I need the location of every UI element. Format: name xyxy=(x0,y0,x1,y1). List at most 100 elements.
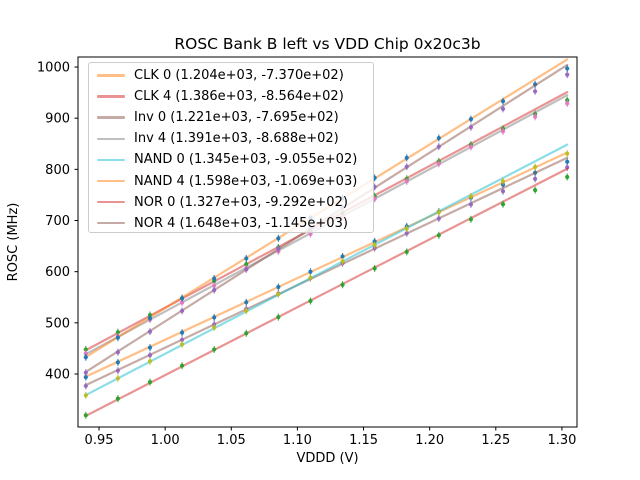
data-point xyxy=(179,330,185,335)
data-point xyxy=(404,231,409,236)
data-point xyxy=(212,325,217,330)
x-tick-label: 1.30 xyxy=(547,433,576,448)
legend-line-swatch xyxy=(97,137,125,141)
data-point xyxy=(436,135,441,141)
data-point xyxy=(212,347,217,352)
data-point xyxy=(533,89,538,94)
x-tick-label: 1.20 xyxy=(415,433,444,448)
legend-item-clk-0: CLK 0 (1.204e+03, -7.370e+02) xyxy=(89,65,373,86)
legend-item-nor-0: NOR 0 (1.327e+03, -9.292e+02) xyxy=(89,192,373,213)
fit-line-nand-0 xyxy=(84,143,569,397)
fit-line-inv-0 xyxy=(84,156,569,387)
data-point xyxy=(212,276,217,281)
data-point xyxy=(179,308,185,314)
data-point xyxy=(115,376,120,381)
data-point xyxy=(115,368,120,373)
data-point xyxy=(500,179,506,184)
legend-line-swatch xyxy=(97,74,125,77)
data-point xyxy=(276,315,281,320)
x-tick-label: 1.10 xyxy=(283,433,312,448)
data-point xyxy=(115,360,120,365)
data-point xyxy=(276,246,281,251)
data-point xyxy=(533,164,538,170)
data-point xyxy=(179,296,185,301)
data-point xyxy=(565,72,570,77)
data-point xyxy=(212,283,217,288)
data-point xyxy=(212,315,217,320)
data-point xyxy=(565,151,570,156)
legend-label: NOR 4 (1.648e+03, -1.145e+03) xyxy=(134,215,348,231)
x-tick-label: 0.95 xyxy=(85,433,114,448)
data-point xyxy=(500,99,506,104)
data-point xyxy=(276,292,281,297)
legend-label: NAND 0 (1.345e+03, -9.055e+02) xyxy=(134,152,358,168)
axes-layer: 0.95 1.00 1.05 1.10 1.15 1.20 1.25 1.30 400 500 60… xyxy=(37,56,578,448)
y-axis-label: ROSC (MHz) xyxy=(6,203,21,282)
legend-label: CLK 4 (1.386e+03, -8.564e+02) xyxy=(134,89,344,105)
data-point xyxy=(179,337,185,342)
data-point xyxy=(436,210,441,215)
data-point xyxy=(83,393,88,398)
data-point xyxy=(179,363,185,368)
data-point xyxy=(404,179,409,184)
data-point xyxy=(244,267,249,272)
fit-line-clk-0 xyxy=(84,151,569,378)
data-point xyxy=(436,161,441,166)
y-tick-label: 400 xyxy=(45,367,70,382)
data-point xyxy=(115,330,120,335)
x-axis-label: VDDD (V) xyxy=(296,451,358,466)
data-point xyxy=(147,345,153,350)
data-point xyxy=(244,308,249,313)
legend-label: NOR 0 (1.327e+03, -9.292e+02) xyxy=(134,194,348,210)
y-tick-label: 1000 xyxy=(37,61,70,76)
data-point xyxy=(468,144,474,150)
data-point xyxy=(468,116,474,122)
data-point xyxy=(533,187,538,193)
y-tick-label: 500 xyxy=(45,316,70,331)
data-point xyxy=(340,254,345,259)
data-point xyxy=(244,262,249,267)
data-point xyxy=(212,288,217,293)
data-point xyxy=(83,347,88,352)
data-point xyxy=(500,106,506,111)
data-point xyxy=(565,66,570,71)
data-point xyxy=(404,155,409,160)
data-point xyxy=(308,298,313,304)
data-point xyxy=(436,144,441,149)
data-point xyxy=(404,164,409,169)
data-point xyxy=(468,217,474,222)
legend-item-inv-4: Inv 4 (1.391e+03, -8.688e+02) xyxy=(89,128,373,149)
legend-label: Inv 0 (1.221e+03, -7.695e+02) xyxy=(134,110,339,126)
legend-item-clk-4: CLK 4 (1.386e+03, -8.564e+02) xyxy=(89,86,373,107)
data-point xyxy=(340,259,345,264)
data-point xyxy=(533,176,538,182)
data-point xyxy=(83,413,88,418)
data-point xyxy=(83,383,88,389)
data-point xyxy=(276,236,281,241)
data-point xyxy=(500,202,506,207)
data-point xyxy=(83,355,88,360)
legend-label: Inv 4 (1.391e+03, -8.688e+02) xyxy=(134,131,339,147)
data-point xyxy=(83,351,88,356)
data-point xyxy=(244,331,249,336)
data-point xyxy=(372,239,377,244)
data-point xyxy=(147,353,153,358)
y-tick-label: 600 xyxy=(45,265,70,280)
data-point xyxy=(308,275,313,280)
data-point xyxy=(179,300,185,305)
data-point xyxy=(468,202,474,207)
legend-line-swatch xyxy=(97,95,125,98)
data-point xyxy=(147,329,153,334)
legend-item-nand-4: NAND 4 (1.598e+03, -1.069e+03) xyxy=(89,170,373,191)
data-points-nand-0 xyxy=(83,150,570,399)
data-point xyxy=(565,174,570,180)
data-point xyxy=(115,350,120,355)
legend-line-swatch xyxy=(97,221,125,225)
data-point xyxy=(147,359,153,364)
data-point xyxy=(115,335,120,340)
data-point xyxy=(244,256,249,261)
data-point xyxy=(436,216,441,221)
x-tick-label: 1.15 xyxy=(349,433,378,448)
x-tick-label: 1.00 xyxy=(151,433,180,448)
